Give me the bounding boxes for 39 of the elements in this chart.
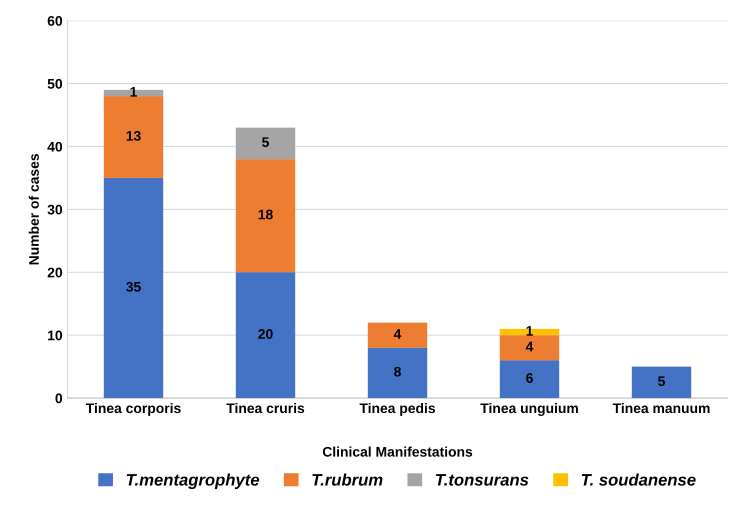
legend-label: T.tonsurans (436, 474, 528, 486)
data-label: 18 (258, 210, 273, 220)
x-tick-label: Tinea corporis (86, 402, 181, 416)
x-axis-title: Clinical Manifestations (322, 446, 472, 457)
data-label: 20 (258, 329, 273, 339)
y-tick-label: 40 (47, 142, 62, 152)
data-label: 4 (526, 342, 534, 352)
bar (104, 178, 164, 398)
data-label: 1 (130, 87, 137, 97)
bar (368, 322, 428, 348)
y-axis-title: Number of cases (28, 154, 39, 264)
x-tick-label: Tinea unguium (480, 402, 578, 416)
y-tick-label: 30 (48, 204, 62, 215)
legend-label: T. soudanense (582, 473, 696, 486)
x-tick-label: Tinea cruris (226, 402, 304, 414)
y-tick-label: 50 (48, 78, 62, 89)
data-label: 5 (262, 137, 269, 148)
data-label: 5 (658, 376, 665, 386)
data-label: 8 (394, 366, 401, 377)
x-tick-label: Tinea pedis (360, 402, 436, 416)
data-label: 4 (394, 329, 402, 339)
legend-label: T.mentagrophyte (126, 473, 260, 490)
bar (500, 360, 560, 398)
legend-label: T.rubrum (312, 473, 382, 486)
y-tick-label: 60 (48, 16, 62, 26)
data-label: 35 (126, 282, 141, 292)
data-label: 13 (126, 130, 141, 141)
bar (236, 272, 296, 398)
y-tick-label: 20 (48, 268, 62, 278)
y-tick-label: 10 (48, 330, 62, 340)
x-tick-label: Tinea manuum (612, 402, 710, 414)
bar (104, 96, 164, 178)
bar (632, 366, 692, 398)
bar (368, 348, 428, 398)
y-tick-label: 0 (55, 393, 62, 404)
data-label: 6 (526, 373, 533, 383)
bar (500, 335, 560, 360)
bar (236, 159, 296, 272)
bar (236, 128, 296, 160)
